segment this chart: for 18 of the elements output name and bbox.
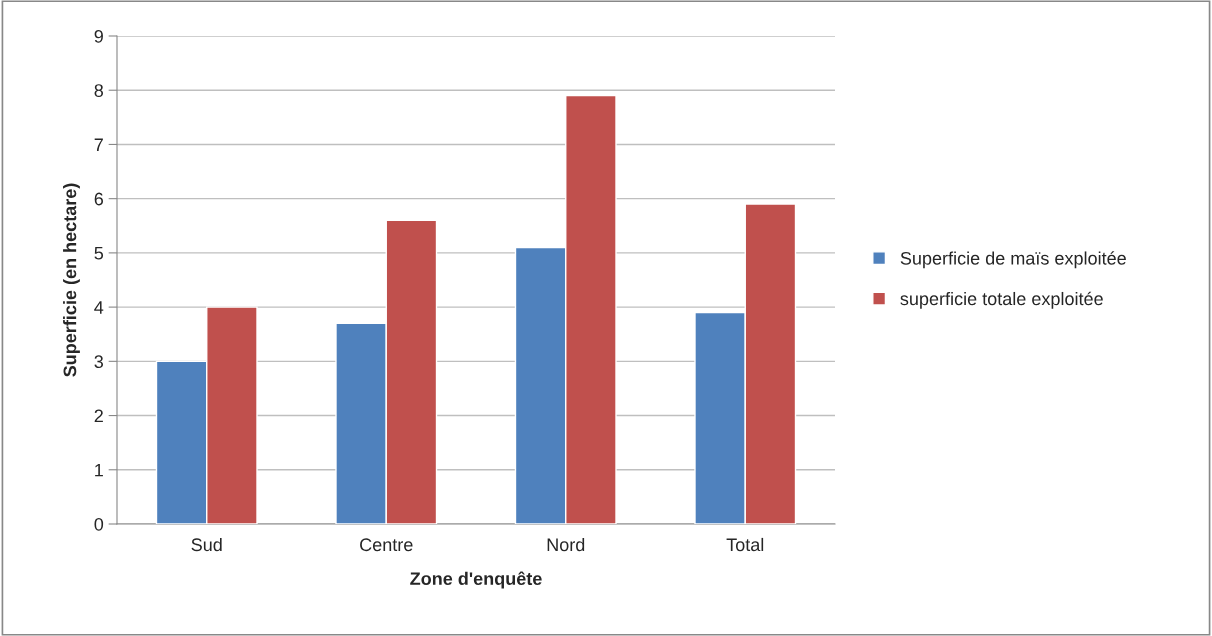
x-tick-label: Centre	[360, 538, 413, 552]
x-axis-title: Zone d'enquête	[410, 571, 542, 589]
x-tick-label: Total	[726, 537, 764, 552]
y-tick-label: 4	[94, 301, 104, 314]
y-tick-label: 3	[94, 355, 104, 369]
y-tick-label: 7	[94, 138, 103, 151]
x-tick-label: Sud	[191, 537, 222, 552]
legend-label: Superficie de maïs exploitée	[900, 251, 1126, 269]
y-tick-label: 1	[95, 463, 103, 477]
y-tick-label: 5	[94, 247, 104, 260]
y-axis-title: Superficie (en hectare)	[63, 183, 80, 377]
legend-label: superficie totale exploitée	[900, 291, 1103, 309]
x-tick-label: Nord	[547, 537, 585, 552]
y-tick-label: 6	[94, 192, 104, 206]
y-tick-label: 2	[94, 409, 103, 423]
y-tick-label: 0	[94, 517, 104, 531]
y-tick-label: 9	[94, 29, 103, 43]
y-tick-label: 8	[94, 84, 104, 97]
